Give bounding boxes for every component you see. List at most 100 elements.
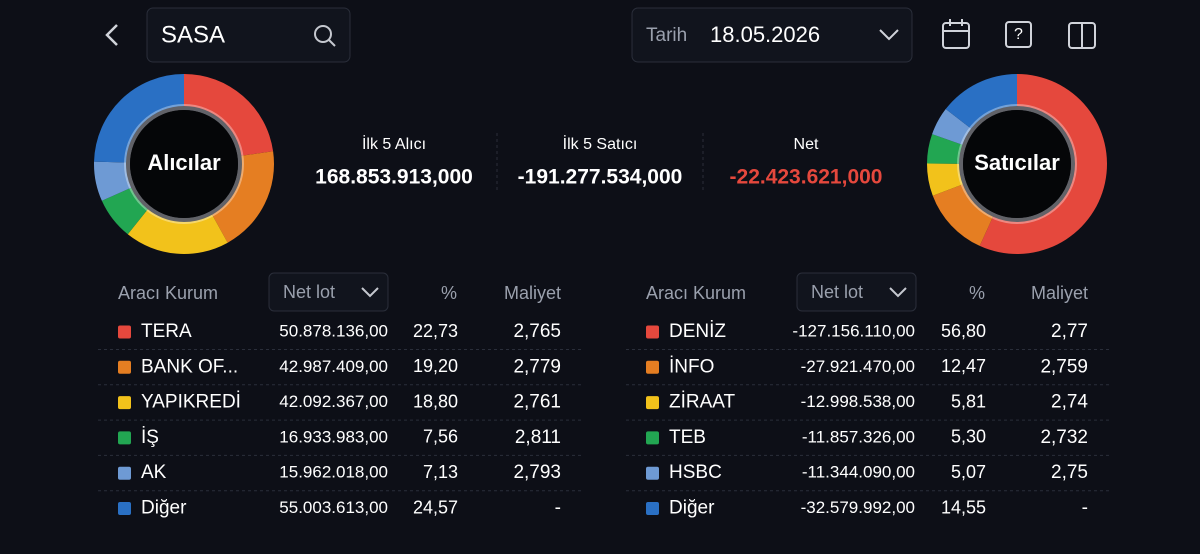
broker-name: DENİZ [669,321,726,342]
column-header: Aracı Kurum [118,283,218,303]
donut-segment [927,134,963,164]
percent: 24,57 [413,497,458,517]
donut-segment [932,184,993,246]
search-icon[interactable] [314,25,336,47]
donut-segment [979,74,1107,254]
dropdown-chevron [889,287,907,298]
net-lot: -27.921.470,00 [801,357,915,376]
donut-segment [94,74,184,163]
donut-segment [932,109,972,145]
net-lot-dropdown[interactable] [268,272,389,312]
cost: 2,765 [513,321,561,342]
net-lot: 42.092.367,00 [279,392,388,411]
date-chevron [879,29,899,41]
summary-label: İlk 5 Alıcı [362,134,426,153]
broker-name: BANK OF... [141,356,238,377]
broker-name: Diğer [669,498,715,519]
percent: 22,73 [413,321,458,341]
donut-label: Alıcılar [147,150,221,175]
legend-swatch [646,502,659,515]
search-text: SASA [161,21,225,48]
legend-swatch [118,466,131,480]
donut-segment [184,74,274,156]
net-lot: -32.579.992,00 [801,498,915,517]
net-lot-dropdown[interactable] [796,272,917,312]
donut-center [130,110,238,218]
cost: 2,793 [513,462,561,483]
legend-swatch [118,502,131,515]
column-header: Maliyet [504,283,561,303]
percent: 14,55 [941,497,986,517]
donut-label: Satıcılar [974,150,1060,175]
calendar-button[interactable] [942,19,970,49]
percent: 7,56 [423,427,458,447]
net-lot: -12.998.538,00 [801,392,915,411]
cost: 2,759 [1040,356,1088,377]
net-lot: 15.962.018,00 [279,463,388,482]
broker-name: İŞ [141,427,159,448]
column-header: Net lot [283,282,335,302]
cost: 2,75 [1051,462,1088,483]
donut-segment [927,163,963,196]
net-lot: 55.003.613,00 [279,498,388,517]
layout-button[interactable] [1068,22,1096,49]
date-label: Tarih [646,25,687,46]
summary-value: 168.853.913,000 [315,166,473,189]
column-header: Net lot [811,282,863,302]
percent: 12,47 [941,356,986,376]
cost: 2,779 [513,356,561,377]
broker-name: AK [141,462,167,483]
summary-value: -22.423.621,000 [730,166,883,189]
donut-center [963,110,1071,218]
broker-name: TERA [141,321,192,342]
donut-segment [212,151,274,243]
percent: 5,81 [951,391,986,411]
legend-swatch [646,431,659,445]
percent: 5,07 [951,462,986,482]
dropdown-chevron [361,287,379,298]
cost: - [555,498,561,519]
column-header: % [969,283,985,303]
legend-swatch [646,360,659,374]
percent: 19,20 [413,356,458,376]
help-button[interactable]: ? [1005,21,1032,48]
summary-label: İlk 5 Satıcı [563,134,638,153]
column-header: Maliyet [1031,283,1088,303]
column-header: Aracı Kurum [646,283,746,303]
percent: 5,30 [951,427,986,447]
net-lot: 16.933.983,00 [279,427,388,446]
percent: 56,80 [941,321,986,341]
donut-segment [94,161,132,201]
search-box[interactable] [146,7,351,63]
broker-name: HSBC [669,462,722,483]
legend-swatch [646,396,659,410]
cost: 2,761 [513,392,561,413]
broker-name: TEB [669,427,706,448]
net-lot: -127.156.110,00 [792,321,915,340]
broker-name: YAPIKREDİ [141,392,241,413]
donut-segment [101,187,148,235]
net-lot: -11.857.326,00 [802,427,915,446]
broker-name: ZİRAAT [669,392,736,413]
percent: 7,13 [423,462,458,482]
donut-inner-ring [124,104,244,224]
net-lot: 50.878.136,00 [279,321,388,340]
back-button[interactable] [105,24,118,46]
cost: 2,74 [1051,392,1088,413]
legend-swatch [118,431,131,445]
cost: 2,77 [1051,321,1088,342]
cost: 2,811 [515,427,561,448]
date-value: 18.05.2026 [710,22,820,47]
date-picker[interactable] [631,7,913,63]
legend-swatch [118,396,131,410]
net-lot: -11.344.090,00 [802,463,915,482]
net-lot: 42.987.409,00 [279,357,388,376]
svg-text:?: ? [1014,26,1023,43]
summary-value: -191.277.534,000 [518,166,683,189]
column-header: % [441,283,457,303]
donut-inner-ring [957,104,1077,224]
donut-segment [945,74,1017,129]
legend-swatch [118,325,131,339]
